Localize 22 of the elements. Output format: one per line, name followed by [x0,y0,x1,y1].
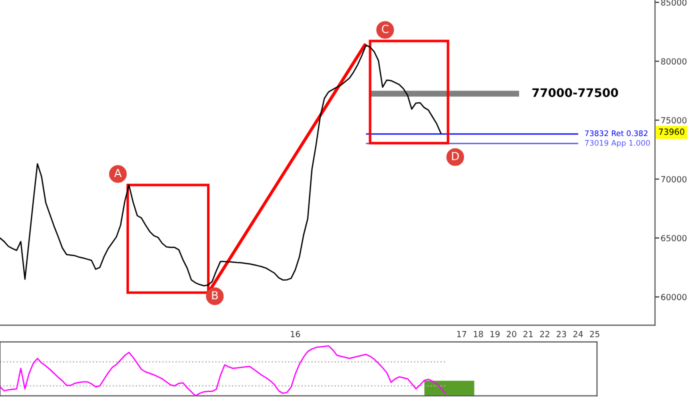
x-tick-label: 18 [474,330,483,338]
y-tick-label: 70000 [661,176,687,182]
x-tick-label: 21 [523,330,533,338]
y-tick-label: 60000 [661,294,687,300]
band-label: 77000-77500 [532,88,618,98]
x-tick-label: 20 [506,330,516,338]
line-series [0,44,442,286]
y-tick-label: 65000 [661,234,687,242]
x-tick-label: 19 [490,330,500,338]
x-tick-label: 23 [556,330,566,338]
annotation: B [212,291,218,300]
x-tick-label: 25 [590,330,600,338]
y-tick-label: 80000 [661,58,687,65]
y-tick-label: 75000 [661,117,687,124]
x-tick-label: 22 [540,330,550,338]
annotation: C [382,24,388,34]
x-tick-label: 24 [573,330,583,338]
x-tick-label: 17 [457,330,466,338]
annotation: A [114,168,122,178]
annotation: 73960 [658,128,684,135]
x-tick-label: 16 [290,330,300,338]
annotation: D [452,152,459,160]
